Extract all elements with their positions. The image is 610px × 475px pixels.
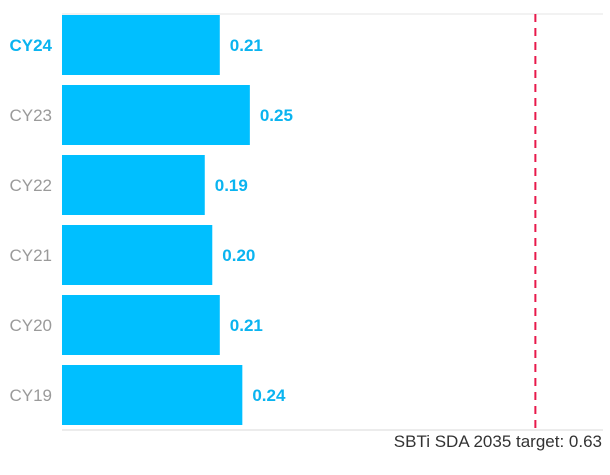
value-label-cy23: 0.25 — [260, 106, 293, 125]
value-label-cy21: 0.20 — [222, 246, 255, 265]
category-label-cy22: CY22 — [9, 176, 52, 195]
value-label-cy22: 0.19 — [215, 176, 248, 195]
bar-cy21 — [62, 225, 213, 285]
category-label-cy21: CY21 — [9, 246, 52, 265]
bars-group: CY24 0.21 CY23 0.25 CY22 0.19 CY21 0.20 CY20 0.21… — [9, 15, 293, 425]
value-label-cy24: 0.21 — [230, 36, 263, 55]
target-label: SBTi SDA 2035 target: 0.63 — [393, 432, 602, 451]
bar-cy20 — [62, 295, 220, 355]
category-label-cy24: CY24 — [9, 36, 52, 55]
category-label-cy20: CY20 — [9, 316, 52, 335]
value-label-cy20: 0.21 — [230, 316, 263, 335]
bar-cy24 — [62, 15, 220, 75]
value-label-cy19: 0.24 — [252, 386, 286, 405]
bar-cy19 — [62, 365, 243, 425]
category-label-cy19: CY19 — [9, 386, 52, 405]
category-label-cy23: CY23 — [9, 106, 52, 125]
bar-cy23 — [62, 85, 250, 145]
bar-cy22 — [62, 155, 205, 215]
